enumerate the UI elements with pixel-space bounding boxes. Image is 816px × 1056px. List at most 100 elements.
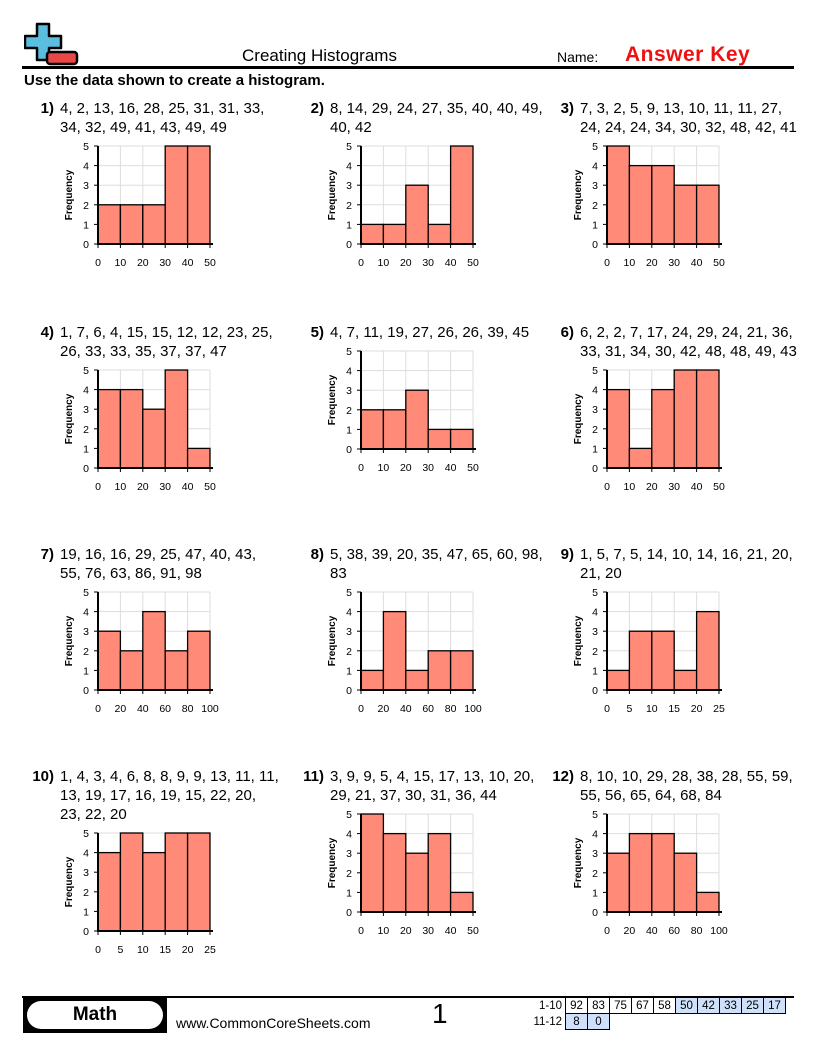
score-cell: 42 [697,997,720,1014]
problem-10: 10) 1, 4, 3, 4, 6, 8, 8, 9, 9, 13, 11, 11… [20,767,280,965]
y-axis-label: Frequency [327,837,338,888]
y-tick-label: 4 [83,385,89,397]
score-cell: 0 [587,1013,610,1030]
problem-header: 4) 1, 7, 6, 4, 15, 15, 12, 12, 23, 25, 26… [20,323,280,361]
y-tick-label: 2 [83,887,89,899]
x-tick-label: 100 [464,703,482,715]
histogram-bar [405,669,429,691]
histogram-bar [164,832,189,932]
y-tick-label: 5 [592,809,598,821]
histogram-bar [142,851,166,932]
x-tick-label: 60 [159,703,171,715]
score-table: 1-10 92 83 75 67 58 50 42 33 25 17 11-12… [528,997,786,1030]
y-tick-label: 1 [83,443,89,455]
histogram-bar [606,669,631,691]
problem-number: 11) [303,768,324,785]
x-tick-label: 20 [400,462,412,474]
histogram-chart: 0 1 2 3 4 5 0 20 40 60 80 100 Frequency [64,587,219,715]
histogram-bar [427,832,452,913]
histogram-chart: 0 1 2 3 4 5 0 20 40 60 80 100 Frequency [327,587,482,715]
x-tick-label: 0 [604,703,610,715]
y-tick-label: 0 [592,907,598,919]
histogram-bar [360,669,385,691]
x-tick-label: 20 [646,481,658,493]
x-tick-label: 0 [358,257,364,269]
histogram-bar [119,832,144,932]
x-tick-label: 20 [137,257,149,269]
y-tick-label: 1 [83,906,89,918]
y-tick-label: 3 [346,626,352,638]
problem-4: 4) 1, 7, 6, 4, 15, 15, 12, 12, 23, 25, 26… [20,323,280,502]
x-tick-label: 40 [646,925,658,937]
histogram-bar [186,832,211,932]
problem-header: 9) 1, 5, 7, 5, 14, 10, 14, 16, 21, 20, 21… [540,545,800,583]
y-tick-label: 0 [83,239,89,251]
y-tick-label: 3 [592,626,598,638]
x-tick-label: 40 [445,257,457,269]
x-tick-label: 80 [691,925,703,937]
y-tick-label: 4 [83,607,89,619]
y-tick-label: 3 [346,848,352,860]
score-row-label: 11-12 [533,1015,562,1028]
y-tick-label: 2 [83,424,89,436]
score-cell: 92 [565,997,588,1014]
x-tick-label: 100 [710,925,728,937]
problem-header: 12) 8, 10, 10, 29, 28, 38, 28, 55, 59, 55… [540,767,800,805]
x-tick-label: 80 [182,703,194,715]
footer-divider [22,996,794,998]
x-tick-label: 20 [400,925,412,937]
y-tick-label: 4 [592,161,598,173]
histogram-bar [164,369,189,469]
y-tick-label: 5 [346,141,352,153]
histogram-bar [628,447,653,469]
score-row: 11-12 8 0 [528,1013,786,1030]
problem-header: 8) 5, 38, 39, 20, 35, 47, 65, 60, 98, 83 [290,545,550,583]
histogram-bar [164,650,189,691]
x-tick-label: 40 [400,703,412,715]
score-cell: 8 [565,1013,588,1030]
x-tick-label: 25 [204,944,216,956]
x-tick-label: 50 [713,481,725,493]
y-tick-label: 2 [346,200,352,212]
y-tick-label: 4 [346,161,352,173]
histogram-bar [673,184,698,245]
problem-data: 1, 4, 3, 4, 6, 8, 8, 9, 9, 13, 11, 11, 1… [60,768,279,823]
problem-number: 7) [40,546,54,563]
histogram-bar [673,669,698,691]
score-row: 1-10 92 83 75 67 58 50 42 33 25 17 [528,997,786,1014]
y-tick-label: 4 [592,829,598,841]
x-tick-label: 10 [624,481,636,493]
score-cell: 17 [763,997,786,1014]
subject-label: Math [27,1001,163,1029]
plus-minus-logo-icon [24,22,79,66]
x-tick-label: 5 [117,944,123,956]
y-tick-label: 5 [346,346,352,358]
histogram-bar [142,204,166,245]
x-tick-label: 15 [668,703,680,715]
y-tick-label: 1 [346,665,352,677]
x-tick-label: 50 [467,257,479,269]
histogram-bar [360,223,385,245]
problem-11: 11) 3, 9, 9, 5, 4, 15, 17, 13, 10, 20, 29… [290,767,550,946]
y-tick-label: 5 [346,587,352,599]
problem-header: 1) 4, 2, 13, 16, 28, 25, 31, 31, 33, 34, … [20,99,280,137]
y-tick-label: 5 [592,141,598,153]
problem-number: 5) [310,324,324,341]
problem-number: 4) [40,324,54,341]
x-tick-label: 0 [95,944,101,956]
x-tick-label: 0 [604,257,610,269]
y-tick-label: 1 [83,219,89,231]
y-tick-label: 3 [83,404,89,416]
histogram-bar [449,650,474,691]
histogram-bar [427,650,452,691]
problem-data: 19, 16, 16, 29, 25, 47, 40, 43, 55, 76, … [60,546,256,582]
problem-data: 4, 7, 11, 19, 27, 26, 26, 39, 45 [330,324,530,341]
x-tick-label: 10 [378,257,390,269]
problem-2: 2) 8, 14, 29, 24, 27, 35, 40, 40, 49, 40,… [290,99,550,278]
score-cell: 75 [609,997,632,1014]
y-axis-label: Frequency [327,615,338,666]
y-tick-label: 4 [592,607,598,619]
x-tick-label: 10 [115,481,127,493]
x-tick-label: 40 [691,257,703,269]
